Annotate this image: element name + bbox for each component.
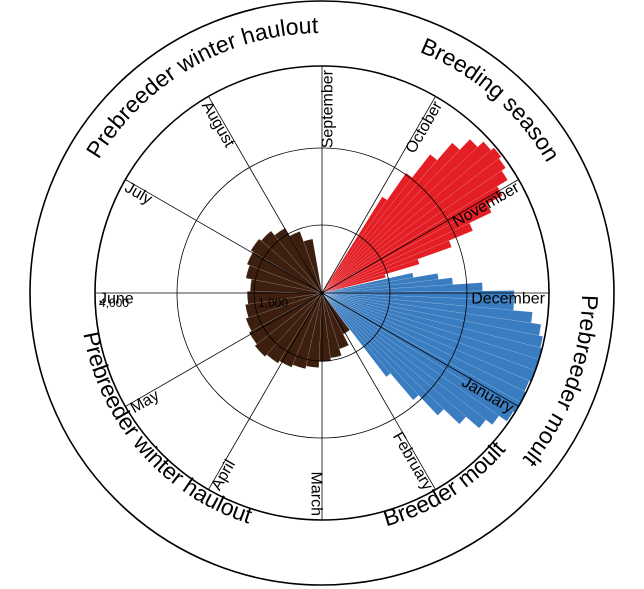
bar-series-0-bin-14 bbox=[321, 274, 386, 294]
month-spoke-11 bbox=[208, 96, 323, 294]
bar-series-2-bin-15 bbox=[246, 251, 323, 294]
bars-layer bbox=[245, 138, 544, 429]
bar-series-2-bin-11 bbox=[245, 292, 323, 318]
bar-series-2-bin-17 bbox=[260, 230, 323, 294]
bar-series-1-bin-16 bbox=[321, 292, 500, 426]
bar-series-2-bin-19 bbox=[289, 231, 323, 294]
bar-series-0-bin-11 bbox=[321, 222, 474, 294]
bar-series-2-bin-2 bbox=[321, 292, 342, 359]
bar-series-1-bin-3 bbox=[321, 282, 483, 294]
month-spoke-1 bbox=[321, 96, 436, 294]
bar-series-2-bin-4 bbox=[305, 292, 323, 368]
bar-series-2-bin-8 bbox=[254, 292, 323, 357]
bar-series-1-bin-15 bbox=[321, 292, 514, 422]
bar-series-2-bin-14 bbox=[245, 265, 323, 294]
bar-series-2-bin-13 bbox=[250, 278, 323, 294]
bar-series-2-bin-1 bbox=[321, 292, 349, 350]
month-label-august: August bbox=[198, 99, 238, 151]
bar-series-1-bin-19 bbox=[321, 292, 445, 416]
month-label-february: February bbox=[389, 429, 436, 493]
bar-series-1-bin-2 bbox=[321, 277, 454, 294]
bar-series-0-bin-10 bbox=[321, 203, 492, 294]
bar-series-0-bin-0 bbox=[321, 196, 388, 294]
month-label-october: October bbox=[403, 98, 447, 156]
bar-series-1-bin-6 bbox=[321, 292, 533, 324]
bar-series-0-bin-8 bbox=[321, 170, 508, 294]
bar-series-0-bin-1 bbox=[321, 172, 413, 294]
bar-series-0-bin-3 bbox=[321, 142, 461, 294]
bar-series-1-bin-1 bbox=[321, 273, 439, 294]
month-spoke-4 bbox=[321, 292, 519, 407]
bar-series-2-bin-12 bbox=[247, 291, 323, 305]
outer-boundary-circle bbox=[29, 0, 615, 586]
bar-series-1-bin-8 bbox=[321, 292, 544, 348]
bar-series-2-bin-16 bbox=[250, 238, 323, 294]
bar-series-1-bin-0 bbox=[321, 272, 414, 294]
bar-series-1-bin-17 bbox=[321, 292, 487, 429]
bar-series-2-bin-7 bbox=[266, 292, 323, 364]
bar-series-1-bin-12 bbox=[321, 292, 530, 392]
bar-series-1-bin-20 bbox=[321, 292, 419, 401]
month-spoke-5 bbox=[321, 292, 436, 490]
bar-series-1-bin-5 bbox=[321, 292, 515, 311]
bar-series-2-bin-18 bbox=[274, 227, 323, 294]
bar-series-1-bin-18 bbox=[321, 292, 467, 425]
bar-series-0-bin-2 bbox=[321, 154, 438, 294]
month-spoke-7 bbox=[208, 292, 323, 490]
month-spoke-2 bbox=[321, 179, 519, 294]
season-label-text-4: Prebreeder winter haulout bbox=[78, 329, 256, 528]
bar-series-2-bin-10 bbox=[245, 292, 323, 332]
season-label-text-3: Prebreeder winter haulout bbox=[81, 12, 319, 162]
radial-tick-label-1: 4,000 bbox=[99, 296, 129, 310]
season-label-3: Prebreeder winter haulout bbox=[81, 12, 319, 162]
season-label-4: Prebreeder winter haulout bbox=[78, 329, 256, 528]
bar-series-1-bin-7 bbox=[321, 292, 542, 336]
month-label-december: December bbox=[471, 290, 545, 307]
month-spoke-10 bbox=[125, 179, 323, 294]
bar-series-0-bin-7 bbox=[321, 158, 506, 294]
bar-series-0-bin-13 bbox=[321, 258, 420, 294]
bar-series-1-bin-21 bbox=[321, 292, 391, 378]
bar-series-0-bin-4 bbox=[321, 138, 478, 294]
bar-series-0-bin-12 bbox=[321, 240, 452, 294]
month-label-june: June bbox=[99, 290, 134, 307]
month-label-march: March bbox=[308, 472, 325, 516]
bar-series-2-bin-20 bbox=[303, 238, 323, 294]
radial-tick-label-0: 1,000 bbox=[258, 296, 288, 310]
bar-series-2-bin-9 bbox=[248, 292, 323, 345]
bar-series-0-bin-9 bbox=[321, 186, 503, 294]
month-label-september: September bbox=[319, 69, 336, 148]
month-spoke-8 bbox=[125, 292, 323, 407]
grid-layer bbox=[29, 0, 615, 586]
month-label-july: July bbox=[122, 179, 155, 208]
bar-series-0-bin-6 bbox=[321, 147, 502, 294]
bar-series-2-bin-0 bbox=[321, 292, 351, 335]
